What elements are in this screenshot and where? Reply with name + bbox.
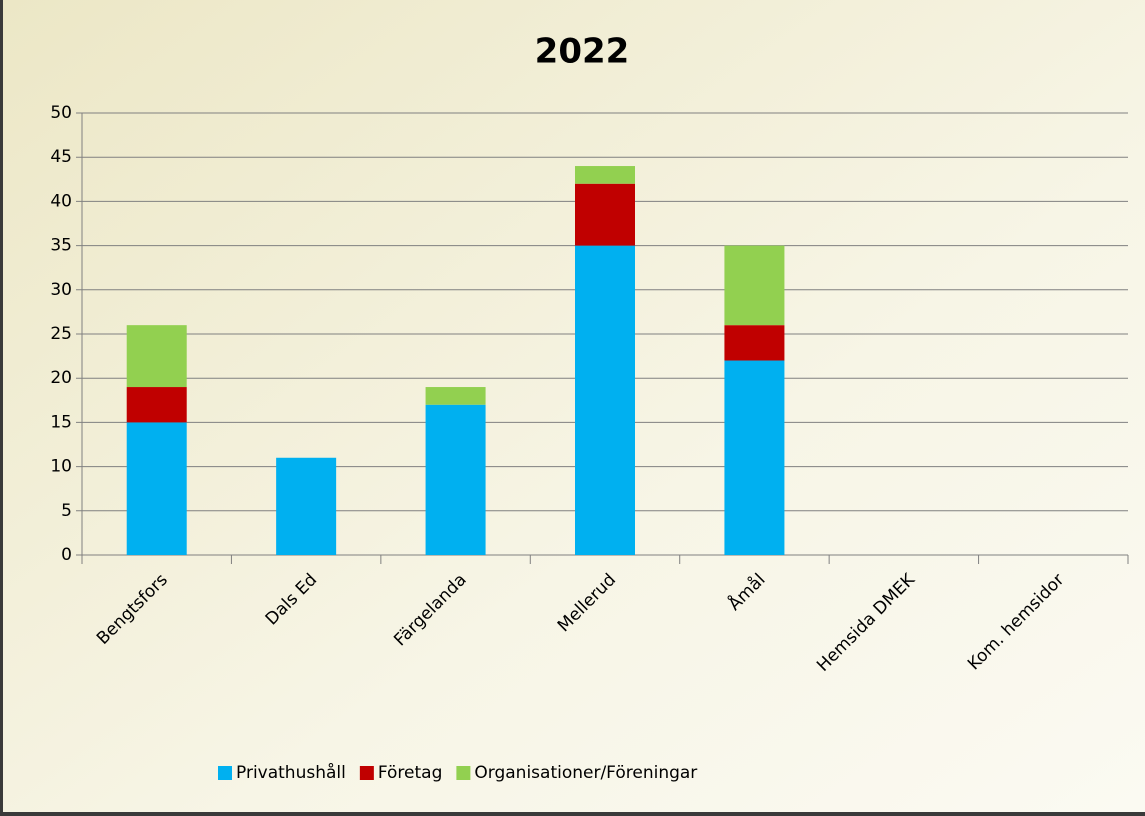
y-tick-label: 0 <box>61 545 72 565</box>
bar-segment <box>425 404 486 555</box>
y-tick-label: 5 <box>61 501 72 521</box>
bar-segment <box>126 387 187 423</box>
y-tick-label: 40 <box>50 191 72 211</box>
y-tick-label: 20 <box>50 368 72 388</box>
bar-segment <box>126 422 187 555</box>
y-tick-label: 50 <box>50 103 72 123</box>
legend-swatch <box>359 766 374 780</box>
bar-segment <box>575 245 635 555</box>
bar-segment <box>425 387 486 405</box>
bar-segment <box>575 166 635 184</box>
y-tick-label: 45 <box>50 147 72 167</box>
y-tick-label: 35 <box>50 236 72 256</box>
legend-swatch <box>456 766 471 780</box>
background <box>3 0 1145 812</box>
bar-segment <box>724 360 785 555</box>
legend-label: Privathushåll <box>236 762 346 783</box>
y-tick-label: 15 <box>50 412 72 432</box>
bar-segment <box>276 457 337 555</box>
bar-segment <box>126 325 187 388</box>
bar-segment <box>724 325 785 361</box>
legend-label: Organisationer/Föreningar <box>474 763 697 783</box>
y-tick-label: 10 <box>50 457 72 477</box>
y-tick-label: 25 <box>50 324 72 344</box>
bar-segment <box>724 245 785 326</box>
chart-title: 2022 <box>535 32 630 72</box>
legend-label: Företag <box>378 763 443 783</box>
y-tick-label: 30 <box>50 280 72 300</box>
bar-segment <box>575 183 635 246</box>
legend-swatch <box>218 766 232 780</box>
